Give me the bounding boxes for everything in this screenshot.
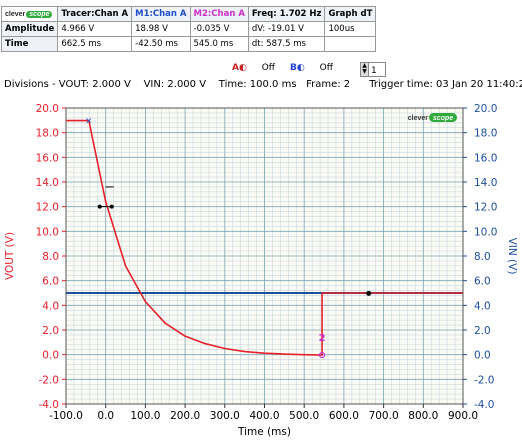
frame-stepper-icon[interactable]: ▲ ▼: [361, 63, 369, 76]
y-left-tick-label: 14.0: [36, 177, 59, 189]
row-label-amplitude: Amplitude: [0, 21, 59, 37]
y-right-tick-label: 4.0: [474, 300, 491, 312]
x-tick-label: 600.0: [329, 410, 359, 422]
cleverscope-logo: clever scope: [5, 11, 53, 18]
table-header-row: clever scope Tracer:Chan A M1:Chan A M2:C…: [0, 6, 377, 22]
y-right-tick-label: 18.0: [474, 128, 497, 140]
y-left-tick-label: -2.0: [39, 374, 60, 386]
x-tick-label: 400.0: [249, 410, 279, 422]
y-right-tick-label: -4.0: [474, 399, 495, 411]
header-tracer[interactable]: Tracer:Chan A: [57, 6, 133, 22]
x-tick-label: 500.0: [289, 410, 319, 422]
status-vin: VIN: 2.000 V: [143, 79, 207, 90]
y-left-tick-label: -4.0: [39, 399, 60, 411]
time-empty: [324, 36, 377, 52]
row-label-time: Time: [0, 36, 59, 52]
marker-m2: [318, 351, 326, 359]
y-left-tick-label: 8.0: [42, 251, 59, 263]
cursor-a-label: A: [232, 63, 239, 73]
amplitude-dt-value: 100us: [324, 21, 377, 37]
y-right-tick-label: 0.0: [474, 350, 491, 362]
cursor-b-state: Off: [319, 63, 333, 73]
trigger-dot-right: [109, 204, 114, 209]
amplitude-dv: dV: -19.01 V: [247, 21, 326, 37]
marker-tracer: [366, 290, 372, 296]
series-vout-line: [66, 119, 463, 356]
x-tick-label: 0.0: [97, 410, 114, 422]
marker-m1: ×: [85, 117, 93, 127]
plot-logo-left: clever: [408, 115, 429, 122]
status-divisions: Divisions - VOUT: 2.000 V: [4, 79, 131, 90]
time-m2: 545.0 ms: [189, 36, 249, 52]
header-m1[interactable]: M1:Chan A: [131, 6, 191, 22]
y-right-tick-label: 2.0: [474, 325, 491, 337]
x-tick-label: 200.0: [170, 410, 200, 422]
y-right-tick-label: 14.0: [474, 177, 497, 189]
amplitude-m1: 18.98 V: [131, 21, 191, 37]
x-tick-label: 700.0: [369, 410, 399, 422]
y-left-tick-label: 12.0: [36, 202, 59, 214]
logo-cell: clever scope: [0, 6, 59, 22]
time-dt: dt: 587.5 ms: [247, 36, 326, 52]
y-left-tick-label: 18.0: [36, 128, 59, 140]
cursor-a-icon: ◐: [238, 63, 247, 73]
y-left-tick-label: 2.0: [42, 325, 59, 337]
y-left-tick-label: 0.0: [42, 350, 59, 362]
x-axis-label: Time (ms): [237, 426, 291, 438]
y-right-tick-label: 10.0: [474, 226, 497, 238]
y-right-tick-label: 20.0: [474, 103, 497, 115]
amplitude-m2: -0.035 V: [189, 21, 249, 37]
y-right-tick-label: 8.0: [474, 251, 491, 263]
frame-value: 1: [371, 66, 377, 76]
y-left-axis-label: VOUT (V): [4, 232, 16, 280]
trigger-dot-left: [97, 204, 102, 209]
plot-logo-pill: [429, 113, 457, 122]
y-left-tick-label: 4.0: [42, 300, 59, 312]
y-right-tick-label: 16.0: [474, 152, 497, 164]
time-m1: -42.50 ms: [131, 36, 191, 52]
marker-m2-label: 2: [319, 333, 326, 344]
cursor-b-icon: ◐: [296, 63, 305, 73]
status-frame: Frame: 2: [306, 79, 351, 90]
status-time: Time: 100.0 ms: [218, 79, 297, 90]
cursor-b-toggle[interactable]: B◐ Off: [290, 63, 333, 73]
x-tick-label: -100.0: [49, 410, 83, 422]
x-tick-label: 900.0: [448, 410, 478, 422]
y-right-tick-label: 12.0: [474, 202, 497, 214]
table-row: Time 662.5 ms -42.50 ms 545.0 ms dt: 587…: [0, 36, 377, 52]
x-tick-label: 100.0: [130, 410, 160, 422]
time-tracer: 662.5 ms: [57, 36, 133, 52]
y-right-axis-label: VIN (V): [506, 238, 518, 275]
measurement-table: clever scope Tracer:Chan A M1:Chan A M2:C…: [0, 6, 377, 52]
frame-selector[interactable]: ▲ ▼ 1: [360, 62, 386, 77]
y-right-tick-label: -2.0: [474, 374, 495, 386]
y-left-tick-label: 20.0: [36, 103, 59, 115]
y-left-tick-label: 16.0: [36, 152, 59, 164]
y-left-tick-label: 6.0: [42, 276, 59, 288]
x-tick-label: 800.0: [408, 410, 438, 422]
table-row: Amplitude 4.966 V 18.98 V -0.035 V dV: -…: [0, 21, 377, 37]
cursor-a-state: Off: [261, 63, 275, 73]
y-right-tick-label: 6.0: [474, 276, 491, 288]
x-tick-label: 300.0: [210, 410, 240, 422]
header-graph-dt[interactable]: Graph dT: [324, 6, 377, 22]
cursor-b-label: B: [290, 63, 297, 73]
status-line: Divisions - VOUT: 2.000 V VIN: 2.000 V T…: [4, 79, 522, 90]
plot-logo-right: scope: [433, 115, 453, 122]
status-trigger: Trigger time: 03 Jan 20 11:40:20.: [369, 79, 522, 90]
cursor-a-toggle[interactable]: A◐ Off: [232, 63, 275, 73]
y-left-tick-label: 10.0: [36, 226, 59, 238]
